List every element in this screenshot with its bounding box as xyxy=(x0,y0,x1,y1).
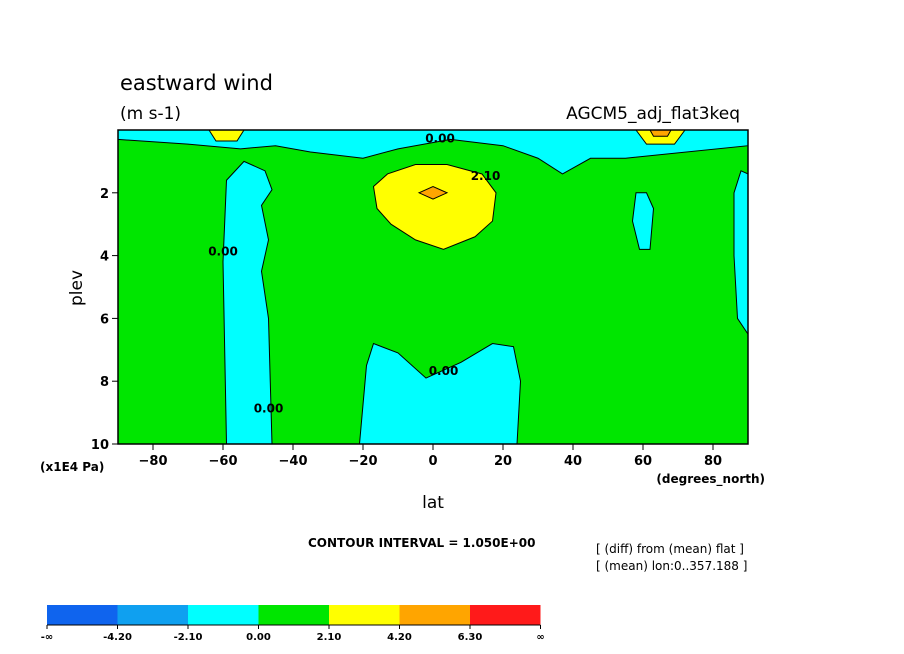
contour-label-1: 2.10 xyxy=(471,169,501,183)
x-tick-label-0: −80 xyxy=(139,454,168,469)
chart-subtitle: (m s-1) xyxy=(120,104,181,124)
chart-title: eastward wind xyxy=(120,71,273,95)
x-tick-label-1: −60 xyxy=(209,454,238,469)
note-mean: [ (mean) lon:0..357.188 ] xyxy=(596,559,747,573)
region-cyan-1 xyxy=(222,160,273,445)
colorbar-label-1: -4.20 xyxy=(103,632,132,643)
colorbar-swatch-5 xyxy=(399,605,470,625)
region-cyan-2 xyxy=(358,342,522,445)
colorbar-label-3: 0.00 xyxy=(246,632,271,643)
contour-label-3: 0.00 xyxy=(429,364,459,378)
colorbar-swatch-1 xyxy=(117,605,188,625)
y-axis: 2 4 6 8 10 xyxy=(91,187,118,453)
colorbar: -∞ -4.20 -2.10 0.00 2.10 4.20 6.30 ∞ xyxy=(41,605,545,643)
contour-interval: CONTOUR INTERVAL = 1.050E+00 xyxy=(308,536,535,550)
dataset-label: AGCM5_adj_flat3keq xyxy=(566,104,740,124)
y-tick-label-2: 6 xyxy=(100,312,109,327)
contour-label-4: 0.00 xyxy=(254,402,284,416)
region-orange-6 xyxy=(417,185,449,200)
colorbar-swatch-0 xyxy=(47,605,118,625)
contour-field xyxy=(117,129,749,445)
region-cyan-3 xyxy=(631,192,655,250)
colorbar-swatch-6 xyxy=(470,605,541,625)
note-diff: [ (diff) from (mean) flat ] xyxy=(596,542,744,556)
contour-label-2: 0.00 xyxy=(208,245,238,259)
y-tick-label-4: 10 xyxy=(91,438,109,453)
x-tick-label-3: −20 xyxy=(349,454,378,469)
colorbar-label-7: ∞ xyxy=(536,632,544,643)
x-tick-label-4: 0 xyxy=(428,454,437,469)
colorbar-label-0: -∞ xyxy=(41,632,53,643)
contour-labels: 0.00 2.10 0.00 0.00 0.00 xyxy=(208,132,500,416)
colorbar-swatch-3 xyxy=(258,605,329,625)
y-axis-unit: (x1E4 Pa) xyxy=(40,460,104,474)
y-axis-label: plev xyxy=(67,270,87,306)
colorbar-label-6: 6.30 xyxy=(458,632,483,643)
y-tick-label-0: 2 xyxy=(100,187,109,202)
region-yellow-5 xyxy=(372,164,497,250)
x-tick-label-6: 40 xyxy=(564,454,582,469)
y-tick-label-3: 8 xyxy=(100,375,109,390)
x-axis-unit: (degrees_north) xyxy=(656,472,765,487)
colorbar-swatch-4 xyxy=(329,605,400,625)
region-orange-9 xyxy=(649,129,672,137)
colorbar-label-2: -2.10 xyxy=(174,632,203,643)
colorbar-label-5: 4.20 xyxy=(387,632,412,643)
contour-label-0: 0.00 xyxy=(425,132,455,146)
x-tick-label-7: 60 xyxy=(634,454,652,469)
x-tick-label-5: 20 xyxy=(494,454,512,469)
x-tick-label-2: −40 xyxy=(279,454,308,469)
y-tick-label-1: 4 xyxy=(100,250,109,265)
colorbar-swatch-2 xyxy=(188,605,259,625)
x-axis-label: lat xyxy=(422,493,444,513)
x-tick-label-8: 80 xyxy=(704,454,722,469)
colorbar-label-4: 2.10 xyxy=(317,632,342,643)
region-cyan-0 xyxy=(117,129,749,175)
x-axis: −80 −60 −40 −20 0 20 40 60 80 xyxy=(139,444,722,469)
